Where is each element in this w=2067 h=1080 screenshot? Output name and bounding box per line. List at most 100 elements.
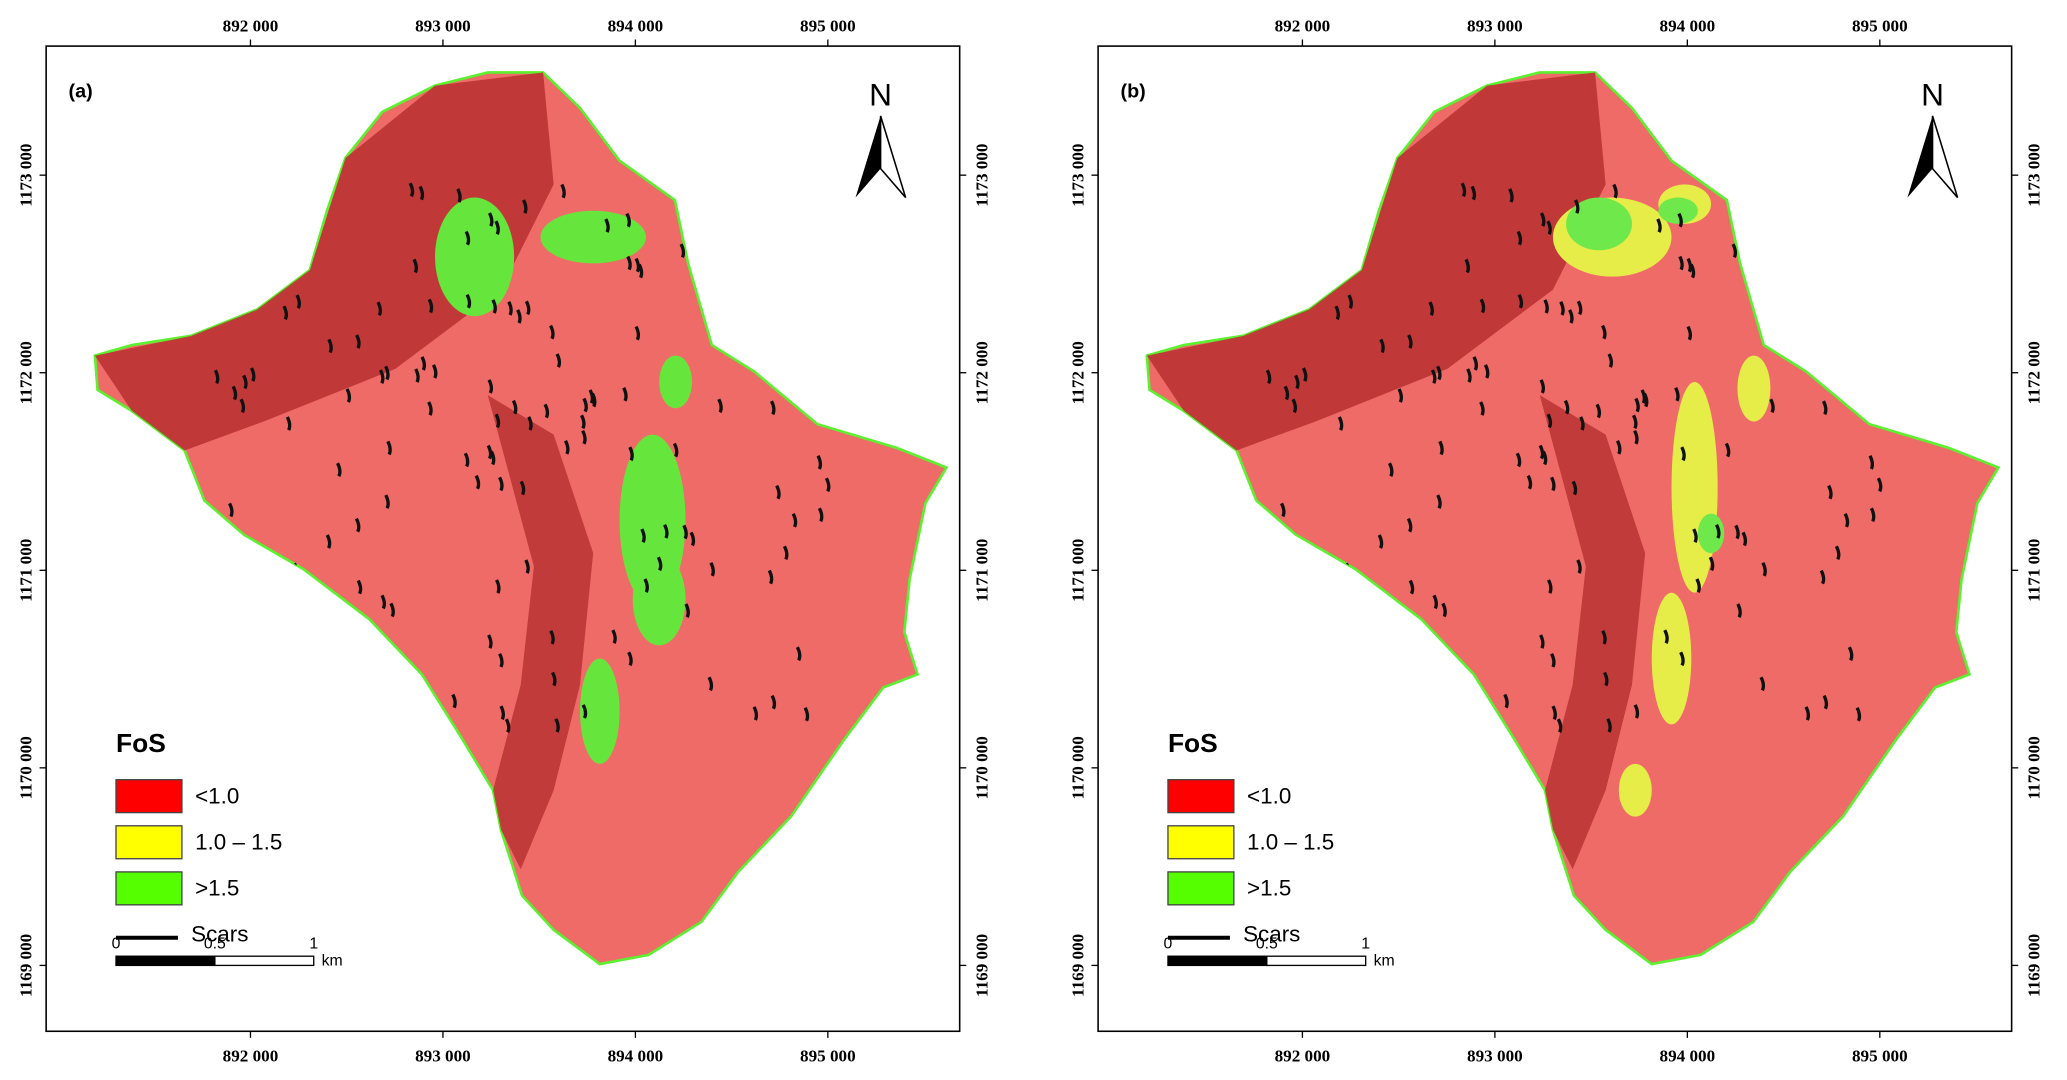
scar [386, 440, 392, 456]
scar [1430, 369, 1437, 384]
scar [824, 477, 831, 493]
scar [709, 562, 715, 577]
scar [213, 369, 220, 385]
scar [1464, 258, 1470, 274]
scar [1556, 718, 1563, 734]
scar [581, 704, 588, 719]
legend-swatch [115, 825, 183, 860]
stability-zone [659, 355, 693, 409]
legend-swatch [1167, 779, 1235, 814]
scar [803, 706, 810, 722]
scar [1407, 334, 1413, 349]
scar [414, 368, 420, 383]
scar [1692, 528, 1698, 543]
scar [689, 531, 696, 547]
y-tick-label: 1171 000 [17, 539, 36, 602]
legend-label: Scars [191, 922, 248, 947]
scar [1855, 706, 1862, 722]
scar [1479, 298, 1486, 314]
scar [431, 364, 438, 379]
scar [524, 559, 530, 574]
x-tick-label: 892 000 [1275, 17, 1331, 36]
y-tick-label: 1172 000 [1069, 341, 1088, 404]
scar [1436, 494, 1442, 509]
scar [1516, 230, 1523, 246]
scar [231, 385, 238, 401]
scar [1406, 517, 1413, 533]
legend-label: >1.5 [1247, 876, 1291, 901]
y-tick-label: 1171 000 [1069, 539, 1088, 602]
scar [495, 579, 501, 594]
x-tick-label: 894 000 [1660, 1047, 1716, 1066]
scar [486, 444, 493, 460]
scale-label: 1 [309, 935, 318, 952]
scar [770, 400, 776, 416]
scar [1615, 440, 1622, 455]
north-arrow [879, 115, 907, 199]
scar [1633, 429, 1639, 445]
x-tick-label: 893 000 [415, 1047, 471, 1066]
scar [228, 502, 234, 518]
scar [663, 524, 669, 539]
x-tick-label: 894 000 [1660, 17, 1716, 36]
scar [464, 230, 471, 246]
scar [795, 646, 802, 662]
scar [491, 299, 497, 314]
y-tick-label: 1169 000 [2024, 934, 2043, 997]
scar [242, 374, 248, 390]
scar [527, 416, 533, 431]
scar [817, 507, 824, 523]
y-tick-label: 1173 000 [972, 144, 991, 207]
scar [427, 401, 433, 416]
scar [782, 545, 789, 561]
scar [1551, 705, 1557, 721]
scar [1603, 671, 1609, 687]
scar [1674, 387, 1680, 402]
scar [1601, 630, 1607, 645]
scar [463, 452, 470, 468]
legend-label: <1.0 [195, 783, 239, 808]
scar [1827, 484, 1833, 500]
scar [408, 182, 415, 198]
north-label: N [1921, 76, 1944, 112]
stability-zone [1658, 197, 1698, 224]
scar [656, 556, 663, 572]
scar [1568, 309, 1574, 324]
scar [611, 629, 617, 644]
x-tick-label: 892 000 [1275, 1047, 1331, 1066]
scar [1546, 220, 1552, 236]
legend-label: >1.5 [195, 876, 239, 901]
scar [336, 462, 342, 478]
legend-label: 1.0 – 1.5 [195, 830, 282, 855]
x-tick-label: 895 000 [800, 1047, 856, 1066]
north-arrow [1907, 115, 1933, 198]
scar [1539, 212, 1546, 227]
legend-swatch [1167, 825, 1235, 860]
scar [1479, 401, 1485, 416]
scar [1550, 476, 1556, 492]
scar [249, 367, 256, 382]
x-tick-label: 894 000 [608, 17, 664, 36]
legend-swatch [1167, 871, 1235, 906]
scar [384, 365, 390, 381]
scar [1546, 413, 1553, 429]
scar [634, 325, 641, 341]
map-panel: (a) 892 000 892 000 893 000 893 000 894 000 89… [17, 17, 992, 1066]
scar [487, 634, 493, 649]
scar [682, 524, 688, 540]
scar [1876, 477, 1883, 493]
scar [1337, 416, 1344, 431]
x-tick-label: 895 000 [800, 17, 856, 36]
scar [522, 199, 528, 214]
scar [1508, 188, 1514, 203]
scar [380, 594, 387, 610]
scar [1576, 559, 1582, 574]
scar [549, 324, 555, 340]
scar [1708, 556, 1715, 572]
y-tick-label: 1172 000 [17, 341, 36, 404]
scar [1607, 353, 1614, 368]
scar [1547, 579, 1553, 594]
map-fill [1146, 72, 1883, 870]
shaded-slope [487, 395, 594, 870]
